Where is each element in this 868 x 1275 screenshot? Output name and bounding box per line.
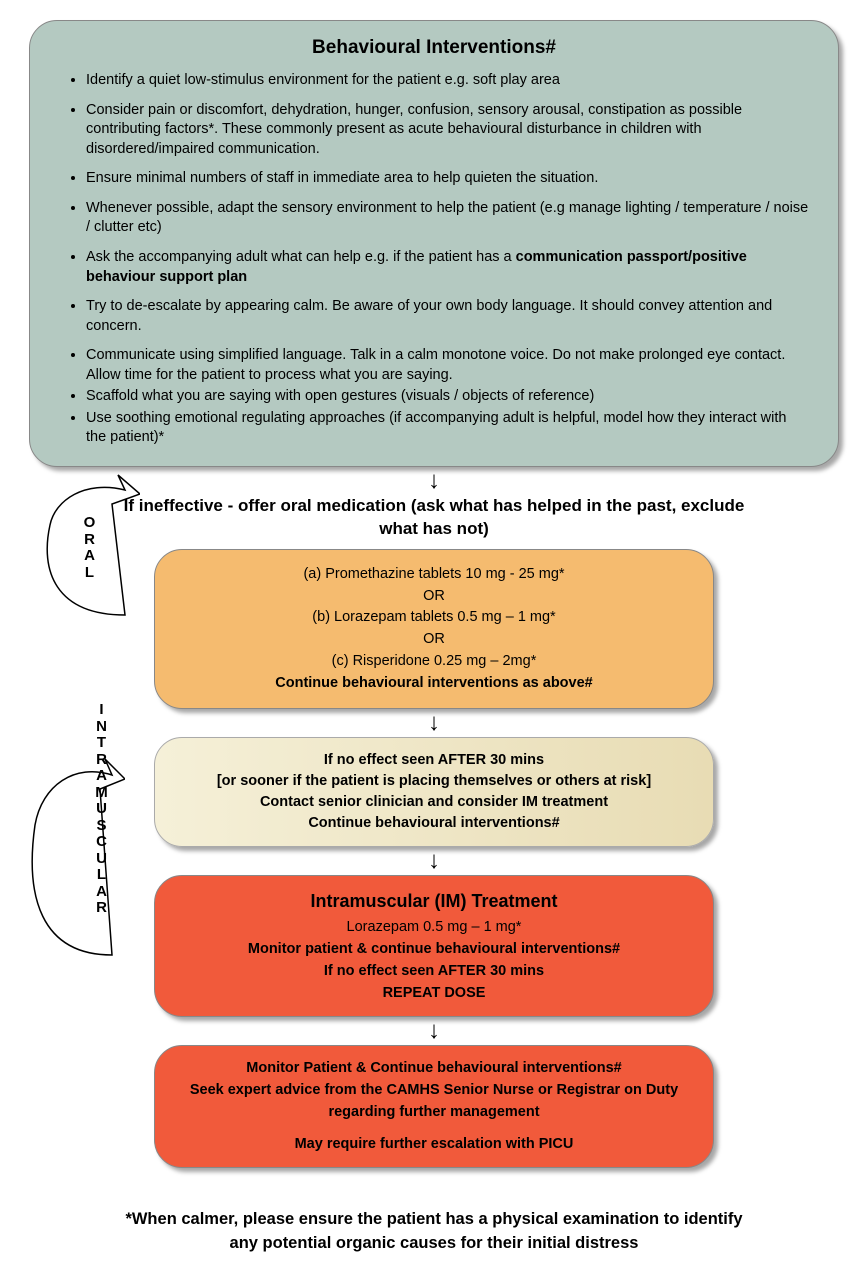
- green-item: Communicate using simplified language. T…: [86, 346, 810, 385]
- red2-l3: May require further escalation with PICU: [175, 1134, 693, 1156]
- red2-l2: Seek expert advice from the CAMHS Senior…: [175, 1080, 693, 1124]
- or-label: OR: [175, 629, 693, 651]
- green-item: Scaffold what you are saying with open g…: [86, 387, 810, 407]
- med-option-c: (c) Risperidone 0.25 mg – 2mg*: [175, 651, 693, 673]
- continue-label: Continue behavioural interventions as ab…: [175, 673, 693, 695]
- im-noeffect: If no effect seen AFTER 30 mins: [175, 961, 693, 983]
- arrow-down-icon: ↓: [20, 469, 848, 493]
- im-monitor: Monitor patient & continue behavioural i…: [175, 939, 693, 961]
- oral-side-label: O R A L: [82, 515, 98, 581]
- behavioural-interventions-box: Behavioural Interventions# Identify a qu…: [29, 20, 839, 467]
- footnote: *When calmer, please ensure the patient …: [124, 1208, 744, 1254]
- arrow-down-icon: ↓: [20, 1019, 848, 1043]
- im-side-label: INTRAMUSCULAR: [94, 702, 110, 917]
- arrow-down-icon: ↓: [20, 849, 848, 873]
- im-title: Intramuscular (IM) Treatment: [175, 888, 693, 915]
- cream-l2: [or sooner if the patient is placing the…: [175, 771, 693, 792]
- oral-letter: R: [84, 531, 96, 548]
- escalation-box: Monitor Patient & Continue behavioural i…: [154, 1045, 714, 1168]
- oral-letter: A: [84, 547, 96, 564]
- green-item: Identify a quiet low-stimulus environmen…: [86, 71, 810, 91]
- oral-medication-box: (a) Promethazine tablets 10 mg - 25 mg* …: [154, 549, 714, 710]
- green-item: Ask the accompanying adult what can help…: [86, 248, 810, 287]
- red2-l1: Monitor Patient & Continue behavioural i…: [175, 1058, 693, 1080]
- arrow-down-icon: ↓: [20, 711, 848, 735]
- cream-l3: Contact senior clinician and consider IM…: [175, 792, 693, 813]
- green-item: Consider pain or discomfort, dehydration…: [86, 101, 810, 160]
- green-title: Behavioural Interventions#: [58, 37, 810, 59]
- im-dose: Lorazepam 0.5 mg – 1 mg*: [175, 917, 693, 939]
- or-label: OR: [175, 586, 693, 608]
- oral-letter: L: [85, 564, 95, 581]
- cream-l1: If no effect seen AFTER 30 mins: [175, 750, 693, 771]
- med-option-a: (a) Promethazine tablets 10 mg - 25 mg*: [175, 564, 693, 586]
- green-item: Try to de-escalate by appearing calm. Be…: [86, 297, 810, 336]
- green-item: Use soothing emotional regulating approa…: [86, 409, 810, 448]
- green-item: Whenever possible, adapt the sensory env…: [86, 199, 810, 238]
- im-repeat: REPEAT DOSE: [175, 983, 693, 1005]
- flowchart-container: Behavioural Interventions# Identify a qu…: [20, 20, 848, 1255]
- transition-ineffective: If ineffective - offer oral medication (…: [114, 495, 754, 541]
- no-effect-box: If no effect seen AFTER 30 mins [or soon…: [154, 737, 714, 847]
- green-item: Ensure minimal numbers of staff in immed…: [86, 169, 810, 189]
- oral-letter: O: [84, 514, 97, 531]
- green-list: Identify a quiet low-stimulus environmen…: [58, 71, 810, 448]
- med-option-b: (b) Lorazepam tablets 0.5 mg – 1 mg*: [175, 607, 693, 629]
- im-treatment-box: Intramuscular (IM) Treatment Lorazepam 0…: [154, 875, 714, 1017]
- cream-l4: Continue behavioural interventions#: [175, 813, 693, 834]
